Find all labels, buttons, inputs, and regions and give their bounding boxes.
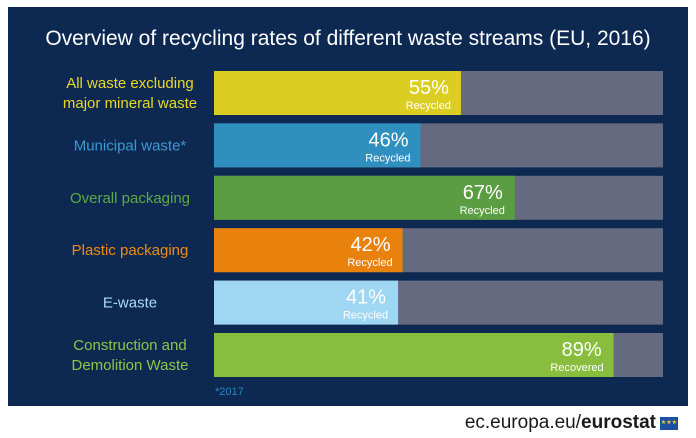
bar-value-label: 55%	[409, 77, 449, 99]
category-label: Plastic packaging	[72, 242, 189, 259]
bar	[214, 228, 403, 273]
bar	[214, 333, 614, 377]
bar-sub-label: Recycled	[406, 100, 451, 112]
bar-value-label: 46%	[369, 129, 409, 151]
bar-value-label: 67%	[463, 182, 503, 204]
bar-sub-label: Recycled	[460, 205, 505, 217]
category-label: Municipal waste*	[74, 137, 187, 154]
footer-source[interactable]: ec.europa.eu/eurostat ★★★	[465, 412, 678, 434]
eu-flag-icon: ★★★	[660, 416, 678, 430]
footnote: *2017	[215, 386, 244, 398]
bar	[214, 175, 515, 220]
bar	[214, 123, 421, 168]
chart-title: Overview of recycling rates of different…	[45, 27, 651, 50]
bar-sub-label: Recovered	[550, 362, 603, 374]
bar-sub-label: Recycled	[365, 152, 410, 164]
bar-value-label: 42%	[351, 234, 391, 256]
bar	[214, 280, 399, 325]
category-label: All waste excluding	[66, 75, 194, 92]
footer-domain: ec.europa.eu/	[464, 412, 582, 433]
bar-sub-label: Recycled	[347, 257, 392, 269]
bar-value-label: 89%	[562, 339, 602, 361]
category-label: major mineral waste	[63, 95, 197, 112]
category-label: Demolition Waste	[72, 357, 189, 374]
bar-sub-label: Recycled	[343, 310, 388, 322]
footer-brand: eurostat	[581, 412, 656, 433]
category-label: E-waste	[103, 295, 157, 312]
bar	[214, 71, 461, 115]
bar-value-label: 41%	[346, 287, 386, 309]
category-label: Construction and	[73, 337, 186, 354]
category-label: Overall packaging	[70, 190, 190, 207]
